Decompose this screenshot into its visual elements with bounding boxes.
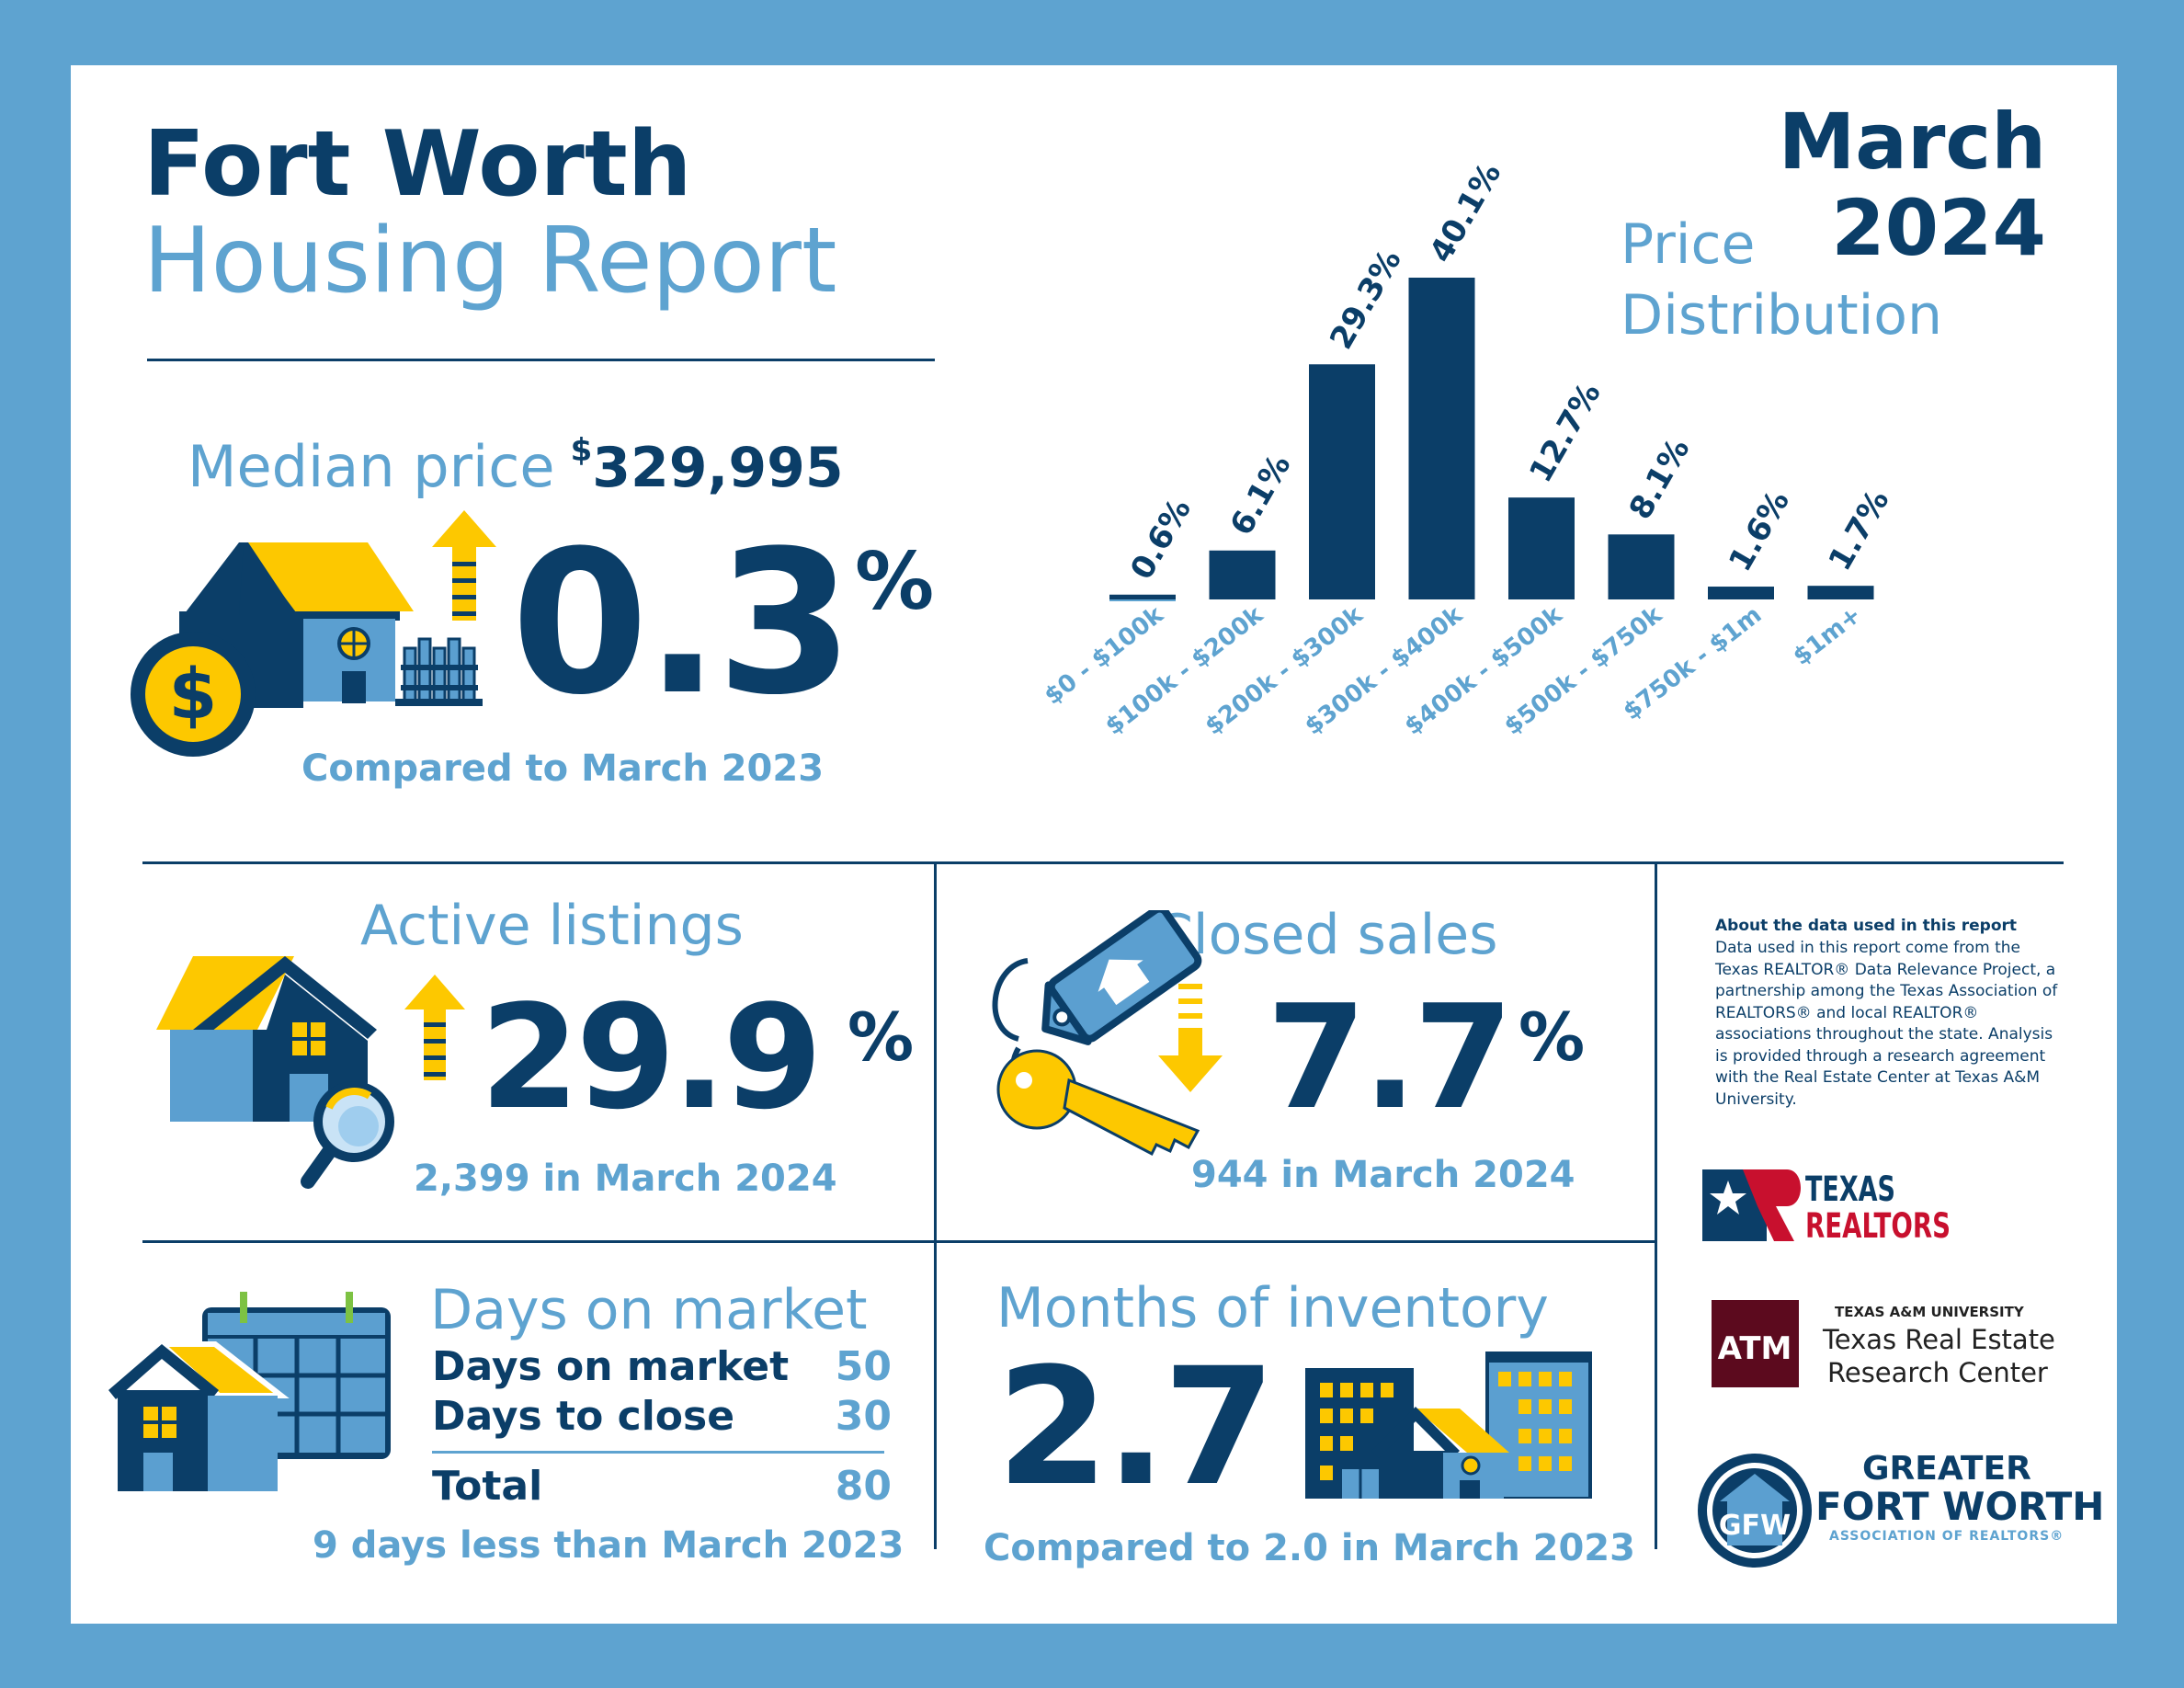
header-divider (147, 359, 935, 361)
active-listings-up-arrow-icon (404, 975, 465, 1080)
price-bar (1807, 586, 1874, 599)
house-dollar-icon: $ (131, 542, 483, 757)
about-body: Data used in this report come from the T… (1715, 939, 2058, 1109)
tamu-name-line1: Texas Real Estate (1823, 1324, 2055, 1355)
gfw-line1: GREATER (1862, 1450, 2031, 1488)
report-year: 2024 (1831, 183, 2046, 273)
median-price-line: Median price $329,995 (188, 432, 844, 500)
section-divider-top (142, 861, 2064, 864)
dom-row-2-value: 30 (835, 1393, 892, 1440)
chart-title-line1: Price (1621, 212, 1756, 277)
active-listings-change-value: 29.9 (480, 974, 823, 1141)
dom-total-divider (432, 1451, 884, 1454)
about-heading: About the data used in this report (1715, 917, 2018, 935)
closed-sales-title: Closed sales (1155, 903, 1498, 967)
price-bar (1708, 587, 1774, 599)
price-bar-value-label: 29.3% (1323, 244, 1409, 356)
price-bar-value-label: 1.6% (1722, 485, 1797, 578)
dom-row-1-label: Days on market (432, 1343, 790, 1390)
report-month: March (1778, 97, 2046, 187)
city-title: Fort Worth (143, 112, 692, 217)
active-listings-detail: 2,399 in March 2024 (414, 1158, 837, 1200)
calendar-house-icon (108, 1292, 391, 1491)
tamu-small-caption: TEXAS A&M UNIVERSITY (1835, 1304, 2024, 1320)
chart-title-line2: Distribution (1621, 283, 1943, 348)
median-price-value: 329,995 (592, 436, 844, 500)
price-bar (1608, 534, 1675, 599)
median-change-value: 0.3 (511, 508, 854, 738)
price-bar (1508, 497, 1575, 599)
inventory-comparison: Compared to 2.0 in March 2023 (984, 1527, 1635, 1569)
closed-sales-change-value: 7.7 (1267, 974, 1513, 1141)
price-bar (1408, 278, 1475, 599)
report-title: Housing Report (143, 209, 837, 314)
price-bar-value-label: 12.7% (1522, 376, 1609, 488)
tamu-mark: ATM (1718, 1330, 1792, 1367)
dom-comparison: 9 days less than March 2023 (313, 1524, 904, 1567)
svg-text:$: $ (169, 653, 218, 735)
closed-sales-down-arrow-icon (1158, 984, 1223, 1092)
price-bar-value-label: 6.1% (1223, 449, 1299, 542)
price-bar (1309, 364, 1375, 599)
price-bar (1109, 594, 1176, 599)
active-listings-title: Active listings (360, 894, 744, 958)
city-buildings-icon (1305, 1352, 1592, 1499)
gfw-logo-mark: GFW (1698, 1454, 1812, 1568)
house-search-icon (156, 956, 394, 1189)
gfw-line2: FORT WORTH (1815, 1484, 2105, 1529)
price-bar-value-label: 40.1% (1423, 156, 1509, 268)
median-price-currency: $ (570, 432, 593, 469)
inventory-title: Months of inventory (996, 1276, 1549, 1340)
column-divider-1 (934, 864, 937, 1549)
gfw-line3: ASSOCIATION OF REALTORS® (1829, 1529, 2065, 1544)
column-divider-2 (1655, 864, 1657, 1549)
days-on-market-title: Days on market (430, 1278, 868, 1342)
section-divider-middle (142, 1240, 1655, 1243)
texas-realtors-line2: REALTORS (1805, 1206, 1951, 1243)
closed-sales-detail: 944 in March 2024 (1191, 1154, 1575, 1196)
closed-sales-change-percent: % (1519, 998, 1586, 1076)
price-bar-value-label: 0.6% (1123, 493, 1199, 587)
price-bar-value-label: 1.7% (1822, 484, 1897, 577)
dom-total-label: Total (432, 1463, 543, 1510)
texas-realtors-line1: TEXAS (1805, 1169, 1895, 1209)
dom-row-2-label: Days to close (432, 1393, 735, 1440)
dom-row-1-value: 50 (835, 1343, 892, 1390)
tamu-logo: ATM (1712, 1300, 1799, 1387)
active-listings-change-percent: % (847, 998, 915, 1076)
dom-total-value: 80 (835, 1463, 892, 1510)
inventory-value: 2.7 (996, 1333, 1276, 1522)
median-change-percent: % (855, 536, 935, 628)
texas-realtors-logo: TEXAS REALTORS (1702, 1169, 1951, 1243)
median-comparison: Compared to March 2023 (301, 747, 825, 790)
median-price-label: Median price (188, 433, 555, 500)
price-bar-value-label: 8.1% (1622, 432, 1698, 526)
price-bar (1209, 550, 1276, 599)
gfw-mark: GFW (1719, 1510, 1791, 1542)
price-bar-category-label: $1m+ (1788, 601, 1867, 671)
median-up-arrow-icon (432, 510, 496, 621)
key-tag-icon (992, 910, 1202, 1157)
tamu-name-line2: Research Center (1827, 1357, 2048, 1388)
